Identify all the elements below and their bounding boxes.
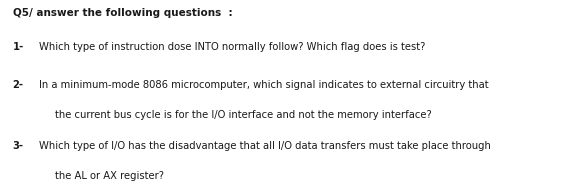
Text: 2-: 2- — [13, 80, 24, 90]
Text: In a minimum-mode 8086 microcomputer, which signal indicates to external circuit: In a minimum-mode 8086 microcomputer, wh… — [39, 80, 489, 90]
Text: Which type of instruction dose INTO normally follow? Which flag does is test?: Which type of instruction dose INTO norm… — [39, 42, 426, 52]
Text: 1-: 1- — [13, 42, 24, 52]
Text: 3-: 3- — [13, 141, 24, 151]
Text: the current bus cycle is for the I/O interface and not the memory interface?: the current bus cycle is for the I/O int… — [55, 110, 431, 120]
Text: Q5/ answer the following questions  :: Q5/ answer the following questions : — [13, 8, 232, 18]
Text: the AL or AX register?: the AL or AX register? — [55, 171, 164, 181]
Text: Which type of I/O has the disadvantage that all I/O data transfers must take pla: Which type of I/O has the disadvantage t… — [39, 141, 491, 151]
